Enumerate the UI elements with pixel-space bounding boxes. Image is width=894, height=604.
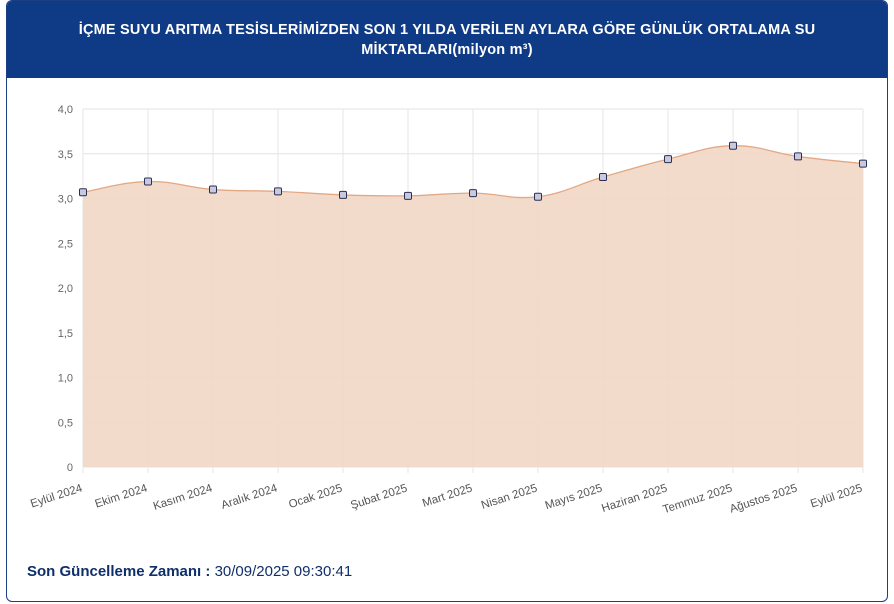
data-point xyxy=(599,173,607,182)
data-point xyxy=(729,141,737,150)
y-tick-label: 0 xyxy=(67,462,73,474)
chart-header: İÇME SUYU ARITMA TESİSLERİMİZDEN SON 1 Y… xyxy=(7,1,887,78)
last-update-value: 30/09/2025 09:30:41 xyxy=(214,563,353,580)
chart-card: İÇME SUYU ARITMA TESİSLERİMİZDEN SON 1 Y… xyxy=(6,0,888,602)
chart-area: 0 0,5 1,0 1,5 2,0 2,5 3,0 3,5 4,0 Eylül 2024 Ekim … xyxy=(7,87,887,527)
last-update-label: Son Güncelleme Zamanı : xyxy=(27,563,211,580)
x-tick-label: Ocak 2025 xyxy=(287,482,344,511)
data-point xyxy=(664,155,672,164)
data-point xyxy=(144,177,152,186)
y-tick-label: 2,0 xyxy=(58,283,73,295)
x-tick-label: Haziran 2025 xyxy=(600,482,669,515)
x-tick-label: Ağustos 2025 xyxy=(728,482,799,515)
data-point xyxy=(339,190,347,199)
data-point xyxy=(79,188,87,197)
data-point xyxy=(209,185,217,194)
x-tick-label: Nisan 2025 xyxy=(480,482,539,511)
y-tick-label: 4,0 xyxy=(58,104,73,116)
data-point xyxy=(274,187,282,196)
series-area xyxy=(83,145,863,468)
x-tick-label: Mart 2025 xyxy=(421,482,474,509)
data-point xyxy=(534,192,542,201)
x-tick-label: Mayıs 2025 xyxy=(544,482,604,512)
data-point xyxy=(794,152,802,161)
y-tick-label: 1,0 xyxy=(58,373,73,385)
x-tick-label: Eylül 2025 xyxy=(809,482,864,510)
chart-title: İÇME SUYU ARITMA TESİSLERİMİZDEN SON 1 Y… xyxy=(78,21,816,58)
area-chart: 0 0,5 1,0 1,5 2,0 2,5 3,0 3,5 4,0 Eylül 2024 Ekim … xyxy=(29,104,867,516)
data-point xyxy=(859,159,867,168)
data-point xyxy=(469,189,477,198)
x-tick-label: Şubat 2025 xyxy=(349,482,409,512)
x-tick-label: Ekim 2024 xyxy=(94,482,150,510)
y-tick-label: 2,5 xyxy=(58,238,73,250)
x-tick-label: Eylül 2024 xyxy=(29,482,84,510)
x-tick-label: Aralık 2024 xyxy=(220,482,280,512)
data-point xyxy=(404,191,412,200)
y-tick-label: 3,0 xyxy=(58,194,73,206)
x-tick-label: Kasım 2024 xyxy=(152,482,215,513)
x-tick-label: Temmuz 2025 xyxy=(662,482,734,516)
y-tick-label: 0,5 xyxy=(58,417,73,429)
y-tick-label: 3,5 xyxy=(58,149,73,161)
y-tick-label: 1,5 xyxy=(58,328,73,340)
last-update: Son Güncelleme Zamanı : 30/09/2025 09:30… xyxy=(27,563,352,580)
